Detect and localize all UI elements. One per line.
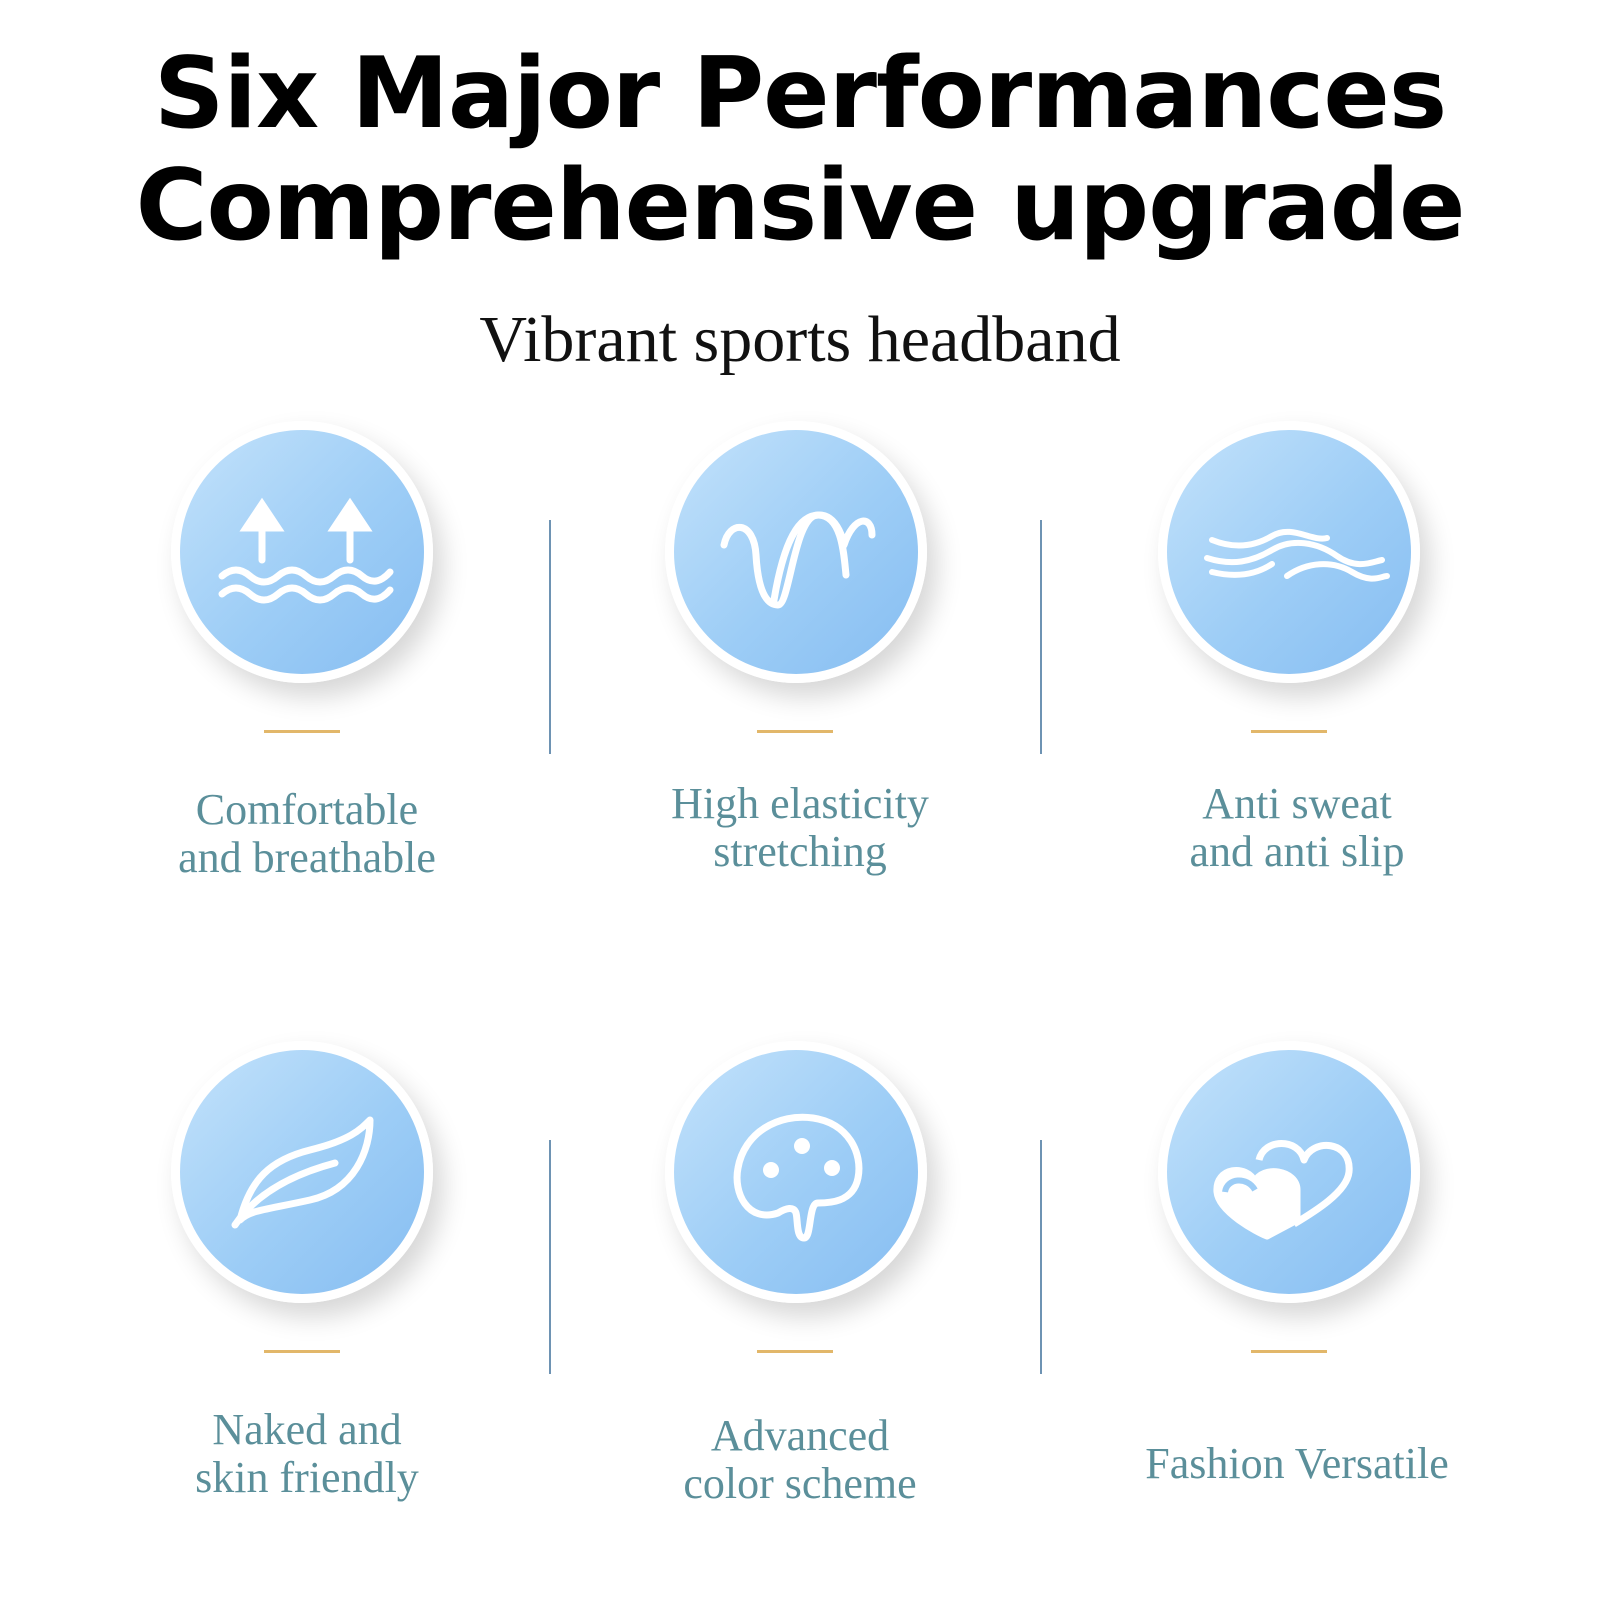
accent-line <box>757 730 833 733</box>
feature-label: Naked and skin friendly <box>195 1405 419 1502</box>
wavy-lines-icon <box>1158 421 1420 683</box>
breathable-arrows-waves-icon <box>171 421 433 683</box>
accent-line <box>264 1350 340 1353</box>
elastic-wave-icon <box>665 421 927 683</box>
title-line-2: Comprehensive upgrade <box>135 149 1466 263</box>
feature-label: Anti sweat and anti slip <box>1189 779 1405 876</box>
leaf-icon <box>171 1041 433 1303</box>
accent-line <box>757 1350 833 1353</box>
divider <box>549 520 551 754</box>
hearts-icon <box>1158 1041 1420 1303</box>
palette-icon <box>665 1041 927 1303</box>
feature-label: Fashion Versatile <box>1145 1439 1449 1488</box>
feature-label: High elasticity stretching <box>671 779 929 876</box>
accent-line <box>1251 730 1327 733</box>
accent-line <box>1251 1350 1327 1353</box>
accent-line <box>264 730 340 733</box>
feature-label: Advanced color scheme <box>683 1411 917 1508</box>
divider <box>1040 520 1042 754</box>
divider <box>549 1140 551 1374</box>
title-line-1: Six Major Performances <box>153 37 1447 151</box>
divider <box>1040 1140 1042 1374</box>
feature-label: Comfortable and breathable <box>178 785 436 882</box>
subtitle: Vibrant sports headband <box>479 303 1121 376</box>
